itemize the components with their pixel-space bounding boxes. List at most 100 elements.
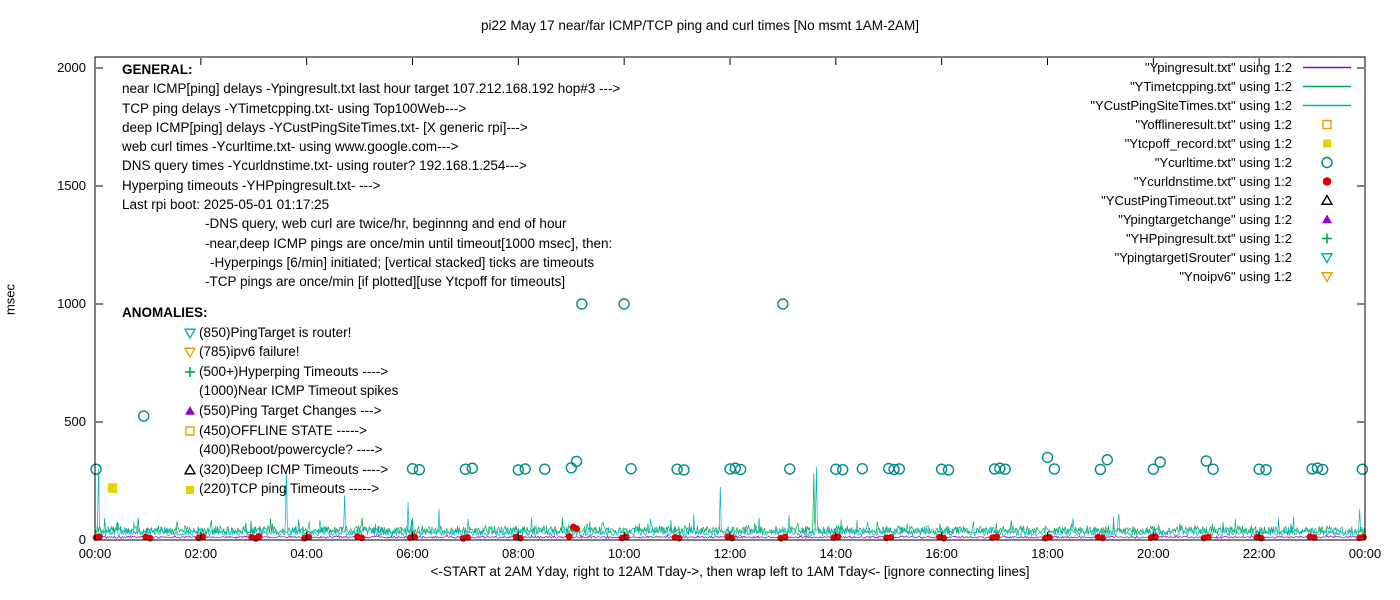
- legend-label: "Yofflineresult.txt" using 1:2: [1135, 117, 1292, 132]
- marker-circle-filled: [1322, 177, 1332, 186]
- marker-square-filled: [186, 485, 194, 494]
- marker-circle-open: [830, 463, 842, 475]
- marker-square-open: [185, 426, 195, 436]
- marker-triangle-down-open: [183, 348, 197, 359]
- legend-key-circle-open: [1321, 156, 1333, 169]
- marker-circle-open: [1260, 463, 1272, 476]
- marker-circle-open: [519, 463, 531, 475]
- marker-circle-open: [413, 463, 426, 476]
- marker-square-filled: [107, 483, 118, 493]
- marker-circle-open: [1094, 463, 1107, 476]
- triangle-down-open-glyph: [183, 348, 197, 359]
- legend-label: "YTimetcpping.txt" using 1:2: [1130, 79, 1292, 94]
- legend-item: "Yofflineresult.txt" using 1:2: [1090, 115, 1356, 134]
- marker-circle-open: [576, 298, 588, 310]
- legend-item: "YCustPingSiteTimes.txt" using 1:2: [1090, 96, 1356, 115]
- general-line: DNS query times -Ycurldnstime.txt- using…: [122, 158, 527, 174]
- square-filled-glyph: [186, 485, 194, 494]
- legend-item: "YTimetcpping.txt" using 1:2: [1090, 77, 1356, 96]
- legend-key-square-open: [1322, 119, 1332, 130]
- triangle-down-open-icon: [183, 325, 199, 340]
- triangle-up-open-icon: [183, 462, 199, 477]
- plus-icon: [183, 364, 199, 379]
- anomaly-label: (450)OFFLINE STATE ----->: [199, 422, 367, 438]
- plot-border: [94, 56, 1366, 541]
- marker-circle-open: [459, 463, 472, 475]
- x-tick-label: 20:00: [1137, 546, 1170, 561]
- legend-item: "Ycurldnstime.txt" using 1:2: [1090, 172, 1356, 191]
- marker-circle-open: [1154, 456, 1166, 468]
- marker-circle-filled: [573, 525, 580, 533]
- marker-circle-filled: [993, 533, 1001, 541]
- general-line: Hyperping timeouts -YHPpingresult.txt- -…: [122, 177, 381, 193]
- anomalies-header: ANOMALIES:: [122, 305, 208, 320]
- anomaly-item: (785)ipv6 failure!: [122, 342, 398, 362]
- marker-circle-open: [1207, 463, 1219, 475]
- legend-key-triangle-up-open: [1320, 194, 1334, 205]
- anomaly-item: (320)Deep ICMP Timeouts ---->: [122, 460, 398, 480]
- x-tick-label: 14:00: [819, 546, 853, 561]
- legend-key-square-filled: [1323, 139, 1331, 148]
- legend-key-triangle-down-open: [1320, 272, 1334, 283]
- marker-circle-open: [618, 298, 630, 310]
- marker-circle-open: [856, 463, 868, 475]
- x-tick-label: 22:00: [1242, 546, 1276, 561]
- legend-label: "Ycurltime.txt" using 1:2: [1154, 155, 1292, 170]
- no-icon: [183, 442, 199, 457]
- anomaly-label: (220)TCP ping Timeouts ----->: [199, 481, 380, 497]
- marker-circle-open: [1321, 156, 1333, 169]
- y-tick-label: 500: [64, 414, 86, 429]
- general-line: web curl times -Ycurltime.txt- using www…: [122, 139, 459, 155]
- marker-circle-open: [1311, 462, 1324, 474]
- marker-circle-open: [625, 463, 637, 475]
- legend-key-line: [1303, 104, 1351, 107]
- y-tick-label: 0: [78, 532, 86, 547]
- marker-circle-open: [565, 462, 577, 474]
- anomaly-item: (850)PingTarget is router!: [122, 323, 398, 343]
- marker-square-filled: [1323, 139, 1331, 148]
- x-tick-label: 00:00: [78, 546, 112, 561]
- marker-triangle-up-filled: [185, 406, 195, 416]
- marker-circle-filled: [255, 533, 263, 540]
- anomaly-item: (450)OFFLINE STATE ----->: [122, 421, 398, 441]
- marker-series-Ytcpoff_record.txt: [107, 483, 118, 493]
- marker-circle-open: [570, 455, 583, 468]
- marker-circle-open: [1200, 455, 1212, 467]
- legend-item: "YpingtargetISrouter" using 1:2: [1090, 248, 1356, 267]
- marker-triangle-down-open: [1320, 253, 1334, 264]
- marker-circle-open: [784, 463, 796, 475]
- marker-circle-open: [777, 298, 789, 310]
- marker-circle-open: [1356, 463, 1369, 475]
- marker-triangle-up-open: [183, 463, 197, 475]
- marker-circle-open: [406, 463, 419, 475]
- triangle-down-open-icon: [183, 344, 199, 359]
- marker-circle-open: [1101, 454, 1113, 466]
- marker-circle-open: [1041, 451, 1054, 464]
- general-notes: GENERAL: near ICMP[ping] delays -Ypingre…: [122, 60, 620, 292]
- marker-circle-open: [1147, 463, 1160, 475]
- marker-triangle-up-filled: [1322, 214, 1332, 224]
- marker-circle-open: [90, 463, 102, 475]
- y-axis-label: msec: [2, 283, 18, 316]
- general-line: -near,deep ICMP pings are once/min until…: [205, 235, 613, 251]
- marker-circle-open: [999, 463, 1011, 475]
- y-tick-label: 1000: [57, 296, 86, 311]
- legend-label: "Ynoipv6" using 1:2: [1179, 269, 1292, 284]
- marker-triangle-down-open: [1320, 272, 1334, 283]
- marker-circle-filled: [464, 534, 471, 541]
- triangle-up-filled-icon: [183, 403, 199, 418]
- legend-key-plus: [1322, 233, 1332, 244]
- marker-circle-open: [671, 463, 683, 475]
- legend-item: "Ynoipv6" using 1:2: [1090, 267, 1356, 286]
- marker-circle-open: [942, 464, 955, 476]
- legend-label: "Ytcpoff_record.txt" using 1:2: [1124, 136, 1292, 151]
- anomaly-label: (400)Reboot/powercycle? ---->: [199, 442, 383, 458]
- marker-series-Ycurltime.txt: [90, 298, 1369, 476]
- marker-circle-filled: [887, 534, 895, 541]
- x-tick-label: 18:00: [1031, 546, 1064, 561]
- anomaly-label: (785)ipv6 failure!: [199, 344, 300, 360]
- no-icon: [183, 384, 199, 399]
- legend-label: "YCustPingSiteTimes.txt" using 1:2: [1090, 98, 1292, 113]
